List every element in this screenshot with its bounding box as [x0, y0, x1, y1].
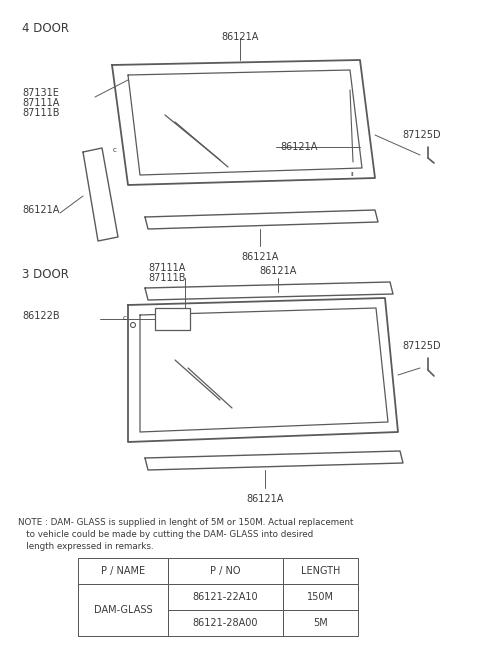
Text: 87111A: 87111A: [22, 98, 60, 108]
Text: 87111A: 87111A: [148, 263, 185, 273]
Text: length expressed in remarks.: length expressed in remarks.: [18, 542, 154, 551]
Bar: [78, 610, 168, 636]
Text: 86121A: 86121A: [221, 32, 259, 42]
Text: 86121A: 86121A: [22, 205, 60, 215]
Text: 87111B: 87111B: [148, 273, 185, 283]
Text: 86121A: 86121A: [246, 494, 284, 504]
Text: 86121-22A10: 86121-22A10: [192, 592, 258, 602]
Text: c: c: [113, 147, 117, 153]
Bar: [283, 558, 358, 584]
Text: to vehicle could be made by cutting the DAM- GLASS into desired: to vehicle could be made by cutting the …: [18, 530, 313, 539]
Bar: [78, 584, 168, 610]
Text: 87131E: 87131E: [22, 88, 59, 98]
Text: II: II: [350, 172, 354, 178]
Text: P / NO: P / NO: [210, 566, 241, 576]
Text: P / NAME: P / NAME: [101, 566, 145, 576]
Bar: [78, 584, 168, 636]
Text: DAM-GLASS: DAM-GLASS: [94, 605, 152, 615]
Bar: [168, 584, 283, 610]
Text: 86121A: 86121A: [280, 142, 317, 152]
Text: LENGTH: LENGTH: [301, 566, 340, 576]
Text: 86122B: 86122B: [22, 311, 60, 321]
Bar: [168, 558, 283, 584]
Text: 87111B: 87111B: [22, 108, 60, 118]
Text: NOTE : DAM- GLASS is supplied in lenght of 5M or 150M. Actual replacement: NOTE : DAM- GLASS is supplied in lenght …: [18, 518, 353, 527]
Text: 87125D: 87125D: [402, 341, 441, 351]
Bar: [155, 308, 190, 330]
Text: 86121A: 86121A: [241, 252, 279, 262]
Text: 5M: 5M: [313, 618, 328, 628]
Bar: [283, 584, 358, 610]
Text: 3 DOOR: 3 DOOR: [22, 268, 69, 281]
Text: 4 DOOR: 4 DOOR: [22, 22, 69, 35]
Bar: [283, 610, 358, 636]
Text: 150M: 150M: [307, 592, 334, 602]
Text: 87125D: 87125D: [402, 130, 441, 140]
Text: 86121-28A00: 86121-28A00: [193, 618, 258, 628]
Text: c: c: [123, 315, 127, 321]
Bar: [168, 610, 283, 636]
Bar: [78, 558, 168, 584]
Text: 86121A: 86121A: [259, 266, 297, 276]
